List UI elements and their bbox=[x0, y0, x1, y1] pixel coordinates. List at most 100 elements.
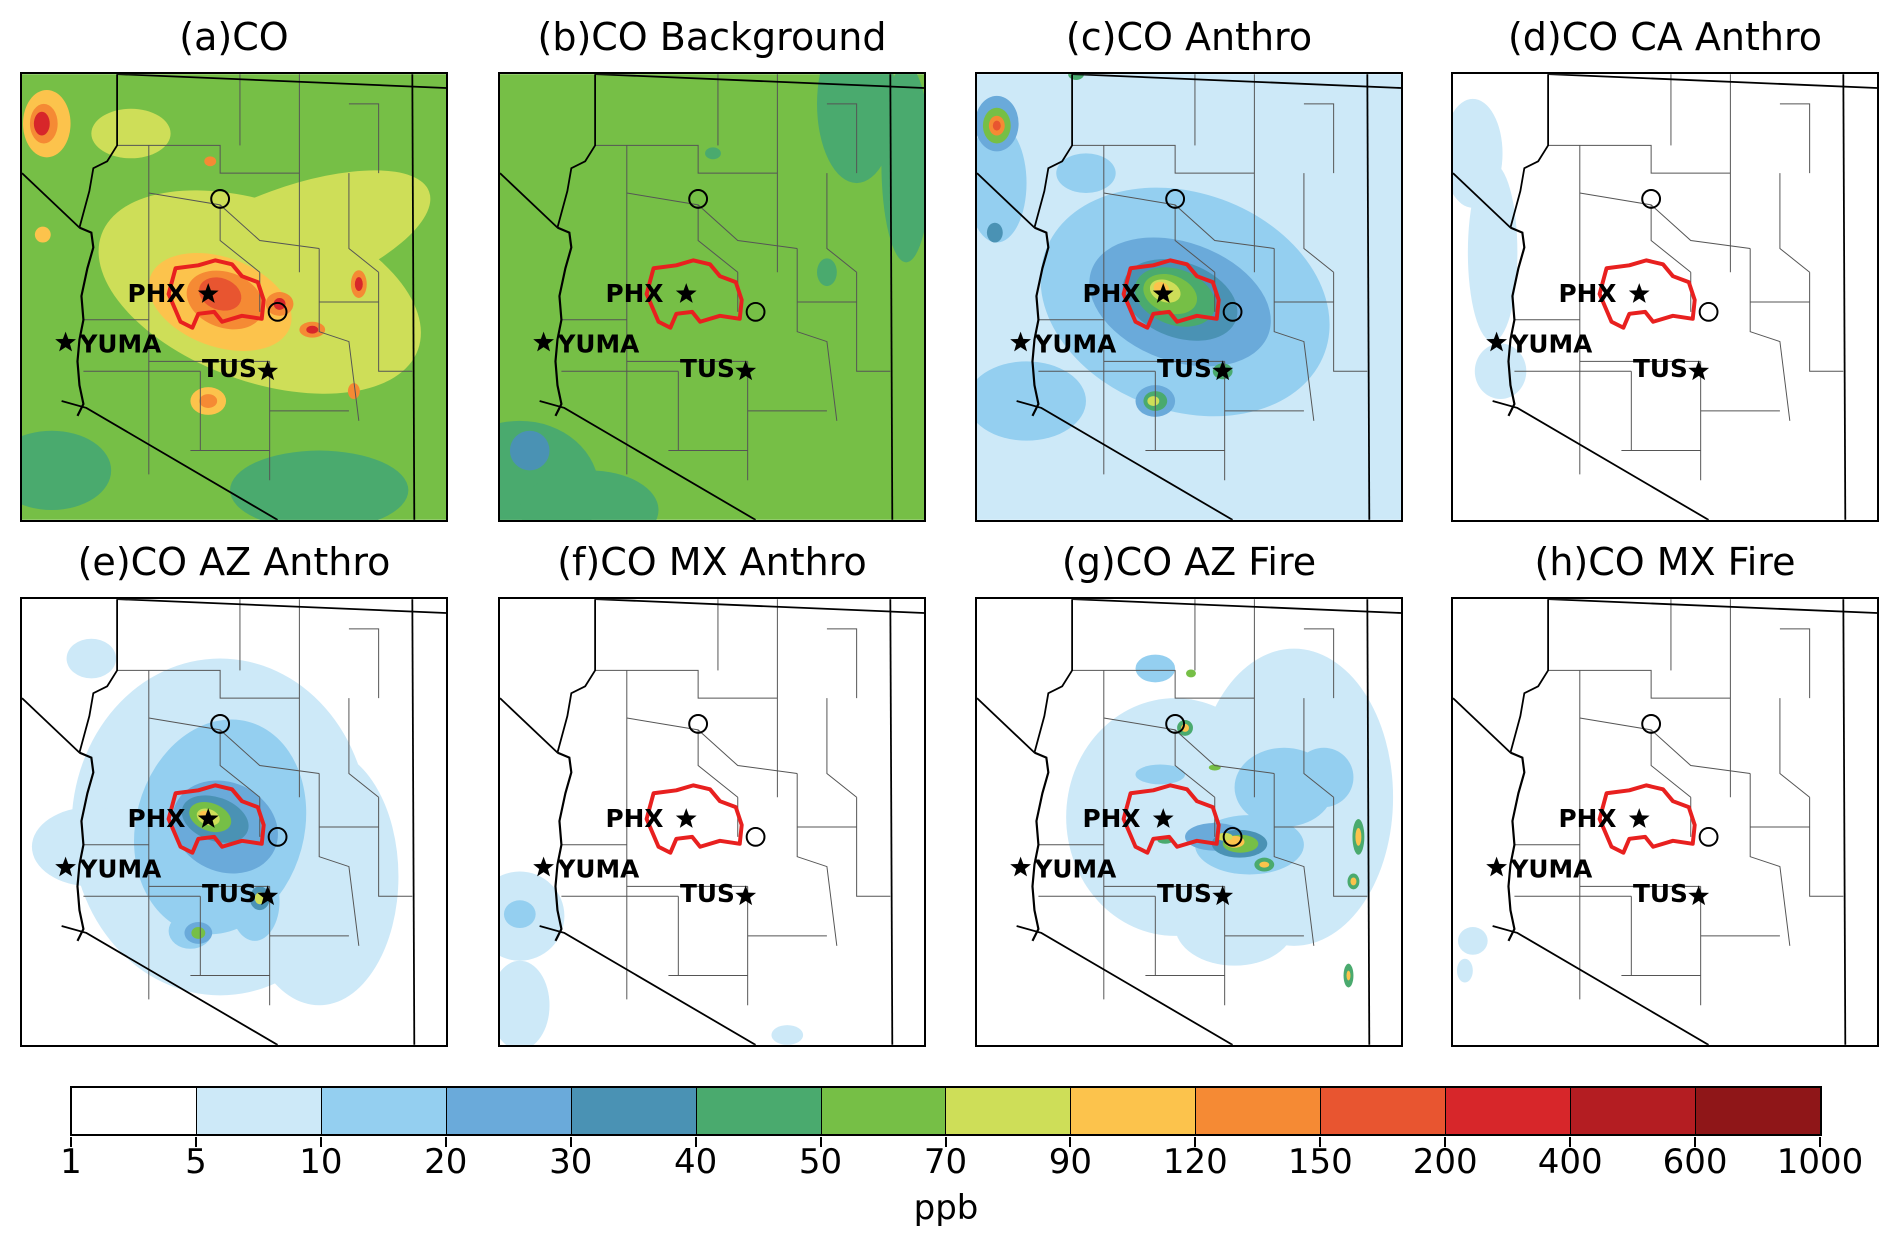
concentration-area bbox=[1467, 163, 1518, 342]
concentration-area bbox=[306, 325, 319, 334]
site-circle-marker bbox=[688, 714, 709, 734]
site-circle-marker bbox=[267, 826, 288, 847]
colorbar-tick bbox=[70, 1137, 72, 1147]
county-boundary bbox=[1333, 272, 1368, 372]
county-boundary bbox=[219, 729, 261, 798]
city-star-icon bbox=[1688, 885, 1710, 906]
site-circle-marker bbox=[267, 301, 288, 322]
site-circle-marker bbox=[745, 301, 766, 322]
city-star-icon bbox=[1486, 331, 1507, 352]
state-boundary bbox=[1842, 599, 1847, 1045]
site-circle-marker bbox=[1222, 301, 1243, 322]
county-boundary bbox=[117, 669, 300, 699]
city-label-phx: PHX bbox=[128, 279, 186, 308]
colorbar-segment bbox=[1321, 1088, 1447, 1134]
state-boundary bbox=[76, 226, 95, 417]
map-panel-mxfire: PHX YUMA TUS bbox=[1451, 597, 1879, 1047]
city-label-tus: TUS bbox=[680, 354, 735, 383]
state-boundary bbox=[977, 172, 1036, 229]
colorbar-tick bbox=[1194, 1137, 1197, 1147]
panel-title: (g)CO AZ Fire bbox=[1061, 540, 1317, 584]
panel-title: (f)CO MX Anthro bbox=[557, 540, 867, 584]
concentration-area bbox=[230, 450, 409, 520]
county-boundary bbox=[1548, 669, 1731, 699]
state-boundary bbox=[117, 599, 446, 614]
city-star-icon bbox=[1212, 360, 1234, 381]
city-star-icon bbox=[675, 283, 697, 303]
state-boundary bbox=[539, 925, 757, 1045]
city-label-yuma: YUMA bbox=[78, 329, 162, 358]
county-boundary bbox=[796, 773, 838, 946]
county-boundary bbox=[1174, 204, 1216, 273]
phoenix-metro-outline bbox=[1121, 258, 1221, 330]
phoenix-metro-outline bbox=[166, 258, 266, 330]
colorbar-tick bbox=[1319, 1137, 1322, 1147]
colorbar-segment bbox=[821, 1088, 947, 1134]
county-boundary bbox=[1303, 173, 1334, 273]
colorbar-tick-label: 150 bbox=[1287, 1142, 1353, 1182]
city-label-yuma: YUMA bbox=[1509, 854, 1593, 883]
county-boundary bbox=[1103, 717, 1275, 774]
state-boundary bbox=[595, 599, 924, 614]
concentration-area bbox=[33, 111, 50, 136]
concentration-background bbox=[1453, 74, 1877, 520]
state-boundary bbox=[889, 599, 894, 1045]
concentration-area bbox=[354, 277, 363, 292]
state-boundary bbox=[22, 172, 81, 229]
site-circle-marker bbox=[1222, 826, 1243, 847]
state-boundary bbox=[500, 172, 559, 229]
colorbar-segment bbox=[946, 1088, 1072, 1134]
state-boundary bbox=[78, 599, 118, 753]
county-boundary bbox=[117, 144, 300, 174]
city-star-icon bbox=[1152, 283, 1174, 303]
county-boundary bbox=[318, 248, 360, 421]
city-label-tus: TUS bbox=[1157, 354, 1212, 383]
state-boundary bbox=[554, 751, 573, 942]
concentration-area bbox=[204, 156, 217, 167]
site-circle-marker bbox=[1165, 714, 1186, 734]
county-boundary bbox=[1779, 173, 1810, 273]
city-label-tus: TUS bbox=[202, 354, 257, 383]
city-label-tus: TUS bbox=[680, 879, 735, 908]
concentration-area bbox=[1175, 886, 1295, 966]
city-label-tus: TUS bbox=[1157, 879, 1212, 908]
map-panel-anthro: PHX YUMA TUS bbox=[975, 72, 1403, 522]
concentration-area bbox=[91, 108, 171, 159]
concentration-area bbox=[198, 277, 242, 311]
county-boundary bbox=[626, 192, 798, 249]
county-boundary bbox=[1333, 797, 1368, 897]
colorbar bbox=[70, 1086, 1822, 1136]
concentration-area bbox=[1346, 970, 1351, 981]
city-star-icon bbox=[735, 360, 757, 381]
city-star-icon bbox=[257, 885, 279, 906]
city-star-icon bbox=[1010, 331, 1031, 352]
state-boundary bbox=[539, 400, 757, 520]
county-boundary bbox=[826, 698, 857, 798]
colorbar-segment bbox=[321, 1088, 447, 1134]
colorbar-tick-label: 5 bbox=[185, 1142, 207, 1182]
colorbar-tick-label: 120 bbox=[1162, 1142, 1228, 1182]
colorbar-tick bbox=[569, 1137, 572, 1147]
county-boundary bbox=[148, 192, 320, 249]
panel-title: (c)CO Anthro bbox=[1065, 15, 1313, 59]
city-star-icon bbox=[257, 360, 279, 381]
state-boundary bbox=[1453, 697, 1512, 754]
county-boundary bbox=[1072, 144, 1255, 174]
concentration-area bbox=[34, 226, 51, 243]
county-boundary bbox=[1809, 797, 1844, 897]
city-label-phx: PHX bbox=[1559, 279, 1617, 308]
state-boundary bbox=[1033, 74, 1073, 228]
county-boundary bbox=[1809, 272, 1844, 372]
site-circle-marker bbox=[745, 826, 766, 847]
city-star-icon bbox=[55, 856, 76, 877]
colorbar-tick-label: 1000 bbox=[1776, 1142, 1864, 1182]
colorbar-tick-label: 40 bbox=[674, 1142, 718, 1182]
state-boundary bbox=[1072, 599, 1401, 614]
colorbar-segment bbox=[196, 1088, 322, 1134]
city-star-icon bbox=[533, 856, 554, 877]
phoenix-metro-outline bbox=[1597, 258, 1697, 330]
county-boundary bbox=[1273, 773, 1315, 946]
concentration-area bbox=[191, 927, 206, 939]
city-label-phx: PHX bbox=[1083, 804, 1141, 833]
